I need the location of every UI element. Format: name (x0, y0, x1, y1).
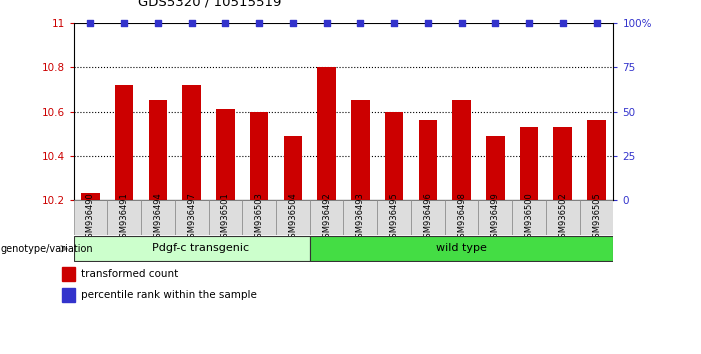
Bar (351, 101, 369, 200)
Point (152, 20, 163, 26)
Text: GSM936503: GSM936503 (254, 192, 264, 243)
Bar (115, 85, 133, 200)
Point (524, 20, 535, 26)
Point (388, 20, 400, 26)
Text: GSM936505: GSM936505 (592, 192, 601, 243)
Point (557, 20, 569, 26)
Text: GSM936491: GSM936491 (120, 192, 129, 243)
Text: percentile rank within the sample: percentile rank within the sample (81, 290, 257, 300)
Text: GSM936493: GSM936493 (356, 192, 365, 243)
Bar (411, 200, 444, 235)
Text: GSM936496: GSM936496 (423, 192, 433, 243)
Text: GSM936502: GSM936502 (558, 192, 567, 243)
Bar (385, 112, 403, 200)
Text: genotype/variation: genotype/variation (1, 244, 93, 254)
Bar (546, 200, 580, 235)
Bar (554, 127, 572, 200)
Bar (216, 109, 235, 200)
Point (254, 20, 265, 26)
Text: transformed count: transformed count (81, 269, 179, 279)
Bar (107, 200, 141, 235)
Bar (519, 127, 538, 200)
Text: GSM936490: GSM936490 (86, 192, 95, 243)
Text: GSM936494: GSM936494 (154, 192, 163, 243)
Text: Pdgf-c transgenic: Pdgf-c transgenic (151, 243, 249, 253)
Bar (62, 288, 75, 302)
Bar (580, 200, 613, 235)
Point (422, 20, 433, 26)
Text: GSM936497: GSM936497 (187, 192, 196, 243)
Point (287, 20, 299, 26)
Bar (478, 200, 512, 235)
Text: GSM936492: GSM936492 (322, 192, 331, 243)
Bar (149, 101, 168, 200)
Bar (74, 236, 310, 261)
Point (85, 20, 96, 26)
Point (456, 20, 467, 26)
Point (490, 20, 501, 26)
Point (220, 20, 231, 26)
Point (321, 20, 332, 26)
Text: GSM936504: GSM936504 (288, 192, 297, 243)
Bar (175, 200, 209, 235)
Bar (418, 120, 437, 200)
Bar (81, 193, 100, 200)
Bar (512, 200, 546, 235)
Text: wild type: wild type (436, 243, 487, 253)
Text: GSM936501: GSM936501 (221, 192, 230, 243)
Bar (209, 200, 243, 235)
Bar (444, 200, 478, 235)
Text: GSM936498: GSM936498 (457, 192, 466, 243)
Bar (587, 120, 606, 200)
Point (118, 20, 130, 26)
Point (355, 20, 366, 26)
Bar (343, 200, 377, 235)
Text: GSM936500: GSM936500 (524, 192, 533, 243)
Bar (452, 101, 471, 200)
Point (186, 20, 197, 26)
Bar (250, 112, 268, 200)
Bar (377, 200, 411, 235)
Bar (276, 200, 310, 235)
Bar (310, 236, 613, 261)
Bar (182, 85, 201, 200)
Text: GSM936499: GSM936499 (491, 192, 500, 243)
Bar (310, 200, 343, 235)
Point (591, 20, 602, 26)
Bar (486, 136, 505, 200)
Text: GDS5320 / 10515519: GDS5320 / 10515519 (138, 0, 282, 9)
Bar (74, 200, 107, 235)
Bar (243, 200, 276, 235)
Bar (141, 200, 175, 235)
Bar (318, 67, 336, 200)
Bar (62, 267, 75, 281)
Text: GSM936495: GSM936495 (390, 192, 399, 243)
Bar (284, 136, 302, 200)
